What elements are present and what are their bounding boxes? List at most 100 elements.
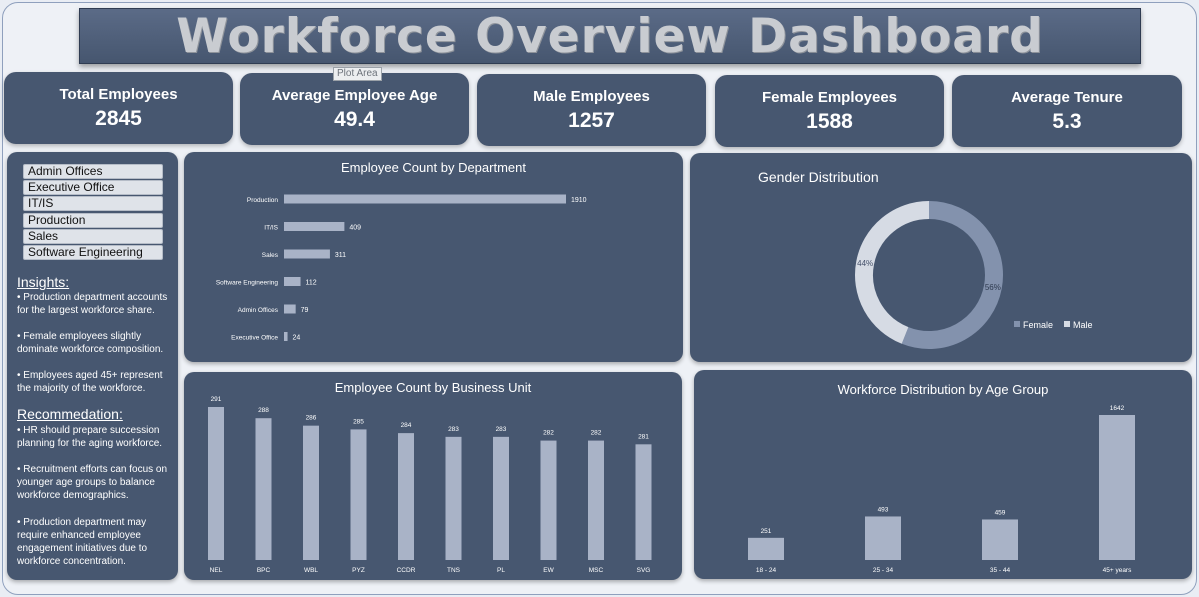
bar-pyz (350, 429, 367, 560)
data-label-it-is: 409 (349, 225, 361, 232)
data-label-bpc: 288 (258, 407, 269, 414)
bar-software-engineering (284, 277, 301, 286)
kpi-male-employees: Male Employees 1257 (477, 74, 706, 146)
category-label-25-34: 25 - 34 (873, 567, 894, 574)
bar-svg (635, 444, 652, 560)
bar-msc (588, 440, 604, 560)
department-chart-panel: Employee Count by Department Production 1… (184, 152, 683, 362)
bar-35-44 (982, 519, 1018, 560)
age-group-chart-panel: Workforce Distribution by Age Group 251 1… (694, 370, 1192, 579)
category-label-bpc: BPC (257, 567, 271, 574)
bar-45-years (1099, 415, 1135, 560)
kpi-label: Total Employees (59, 86, 178, 103)
slicer-item-admin-offices[interactable]: Admin Offices (23, 164, 163, 179)
data-label-25-34: 493 (878, 506, 889, 513)
data-label-35-44: 459 (995, 509, 1006, 516)
bar-25-34 (865, 516, 901, 560)
kpi-label: Average Employee Age (271, 87, 438, 104)
bar-executive-office (284, 332, 288, 341)
bar-nel (208, 407, 224, 560)
kpi-label: Average Tenure (1011, 89, 1123, 106)
category-label-ew: EW (543, 567, 554, 574)
bar-18-24 (748, 537, 784, 560)
bar-ew (540, 440, 557, 560)
age-group-chart-title: Workforce Distribution by Age Group (837, 382, 1049, 397)
category-label-it-is: IT/IS (264, 225, 278, 232)
recommendation-3: • Production department may require enha… (17, 517, 148, 567)
bar-tns (445, 436, 462, 560)
bar-production (284, 194, 566, 204)
category-label-software-engineering: Software Engineering (216, 280, 279, 287)
department-chart: Production 1910 IT/IS 409 Sales 311 Software E… (216, 194, 587, 342)
category-label-msc: MSC (589, 567, 604, 574)
title-bar: Workforce Overview Dashboard (79, 8, 1141, 64)
kpi-value: 49.4 (334, 108, 375, 131)
kpi-average-age: Average Employee Age 49.4 (240, 73, 469, 145)
data-label-tns: 283 (448, 426, 459, 433)
category-label-wbl: WBL (304, 567, 318, 574)
category-label-tns: TNS (447, 567, 461, 574)
gender-chart-title: Gender Distribution (758, 169, 879, 185)
slicer-item-production[interactable]: Production (23, 213, 163, 228)
category-label-45-years: 45+ years (1103, 567, 1132, 574)
age-group-chart: 251 18 - 24 493 25 - 34 459 35 - 44 1642 45+ ye… (748, 405, 1135, 574)
data-label-wbl: 286 (306, 415, 317, 422)
kpi-value: 2845 (95, 107, 142, 130)
kpi-total-employees: Total Employees 2845 (4, 72, 233, 144)
slicer-item-software-engineering[interactable]: Software Engineering (23, 245, 163, 260)
data-label-executive-office: 24 (293, 335, 301, 342)
category-label-nel: NEL (210, 567, 223, 574)
gender-chart: 56% 44% Female Male (855, 201, 1093, 349)
bar-it-is (284, 222, 345, 231)
slicer-item-executive-office[interactable]: Executive Office (23, 180, 163, 195)
sidebar-panel: Admin Offices Executive Office IT/IS Pro… (7, 152, 178, 580)
category-label-executive-office: Executive Office (231, 335, 278, 342)
legend-label-male: Male (1073, 320, 1093, 330)
category-label-admin-offices: Admin Offices (238, 307, 279, 314)
data-label-ew: 282 (543, 430, 554, 437)
slice-label-female: 56% (985, 283, 1001, 292)
data-label-msc: 282 (591, 430, 602, 437)
category-label-35-44: 35 - 44 (990, 567, 1011, 574)
bar-pl (493, 436, 509, 560)
page-title: Workforce Overview Dashboard (176, 8, 1044, 64)
data-label-software-engineering: 112 (306, 280, 317, 287)
insight-2: • Female employees slightly dominate wor… (17, 331, 164, 355)
data-label-production: 1910 (571, 197, 587, 204)
insight-1: • Production department accounts for the… (17, 292, 168, 316)
recommendation-heading: Recommedation: (17, 406, 123, 422)
business-unit-chart: 291 NEL 288 BPC 286 WBL 285 PYZ 284 CCDR 283 TNS 283… (208, 396, 652, 574)
data-label-admin-offices: 79 (301, 307, 309, 314)
legend-label-female: Female (1023, 320, 1053, 330)
category-label-sales: Sales (262, 252, 279, 259)
category-label-production: Production (247, 197, 278, 204)
legend-swatch-female (1014, 321, 1020, 327)
plot-area-tooltip: Plot Area (333, 67, 382, 81)
slice-female (901, 201, 1003, 349)
data-label-18-24: 251 (761, 528, 772, 535)
department-chart-title: Employee Count by Department (341, 160, 526, 175)
slicer-item-it-is[interactable]: IT/IS (23, 196, 163, 211)
data-label-ccdr: 284 (401, 422, 412, 429)
recommendation-1: • HR should prepare succession planning … (17, 425, 163, 449)
insights-heading: Insights: (17, 274, 70, 290)
recommendation-2: • Recruitment efforts can focus on young… (17, 464, 168, 501)
bar-sales (284, 249, 330, 259)
kpi-value: 5.3 (1052, 110, 1082, 133)
category-label-svg: SVG (637, 567, 651, 574)
kpi-label: Female Employees (761, 89, 898, 106)
bar-admin-offices (284, 304, 296, 314)
category-label-18-24: 18 - 24 (756, 567, 777, 574)
gender-chart-panel: Gender Distribution 56% 44% Female Male (690, 153, 1192, 362)
kpi-label: Male Employees (533, 88, 650, 105)
data-label-sales: 311 (335, 252, 346, 259)
legend-swatch-male (1064, 321, 1070, 327)
slicer-item-sales[interactable]: Sales (23, 229, 163, 244)
bar-ccdr (398, 433, 414, 560)
data-label-pl: 283 (496, 426, 507, 433)
kpi-female-employees: Female Employees 1588 (715, 75, 944, 147)
data-label-pyz: 285 (353, 418, 364, 425)
business-unit-chart-panel: Employee Count by Business Unit 291 NEL 28… (184, 372, 682, 580)
slice-male (855, 201, 930, 344)
bar-bpc (255, 418, 272, 560)
